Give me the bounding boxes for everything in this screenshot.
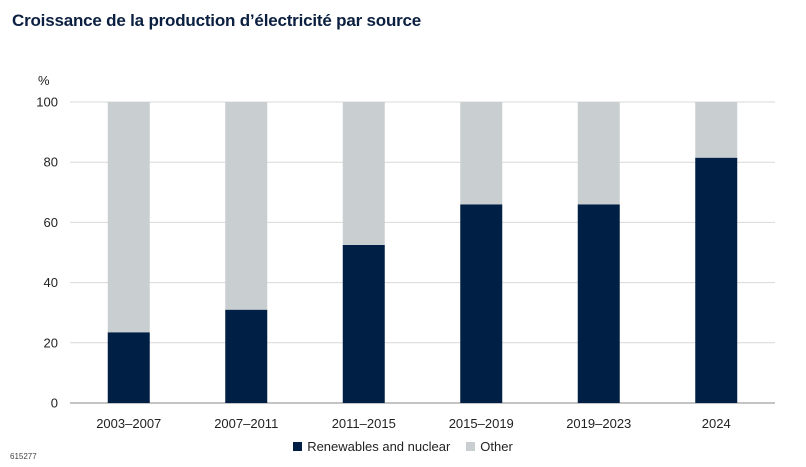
x-axis-ticks: 2003–2007 2007–2011 2011–2015 2015–2019 2019… (96, 416, 731, 431)
bar-other-1 (225, 102, 268, 310)
bars (107, 102, 738, 403)
x-tick-label: 2024 (702, 416, 731, 431)
bar-renewables-0 (107, 332, 150, 403)
bar-renewables-4 (577, 204, 620, 403)
y-axis-ticks: 0 20 40 60 80 100 (36, 95, 58, 411)
legend: Renewables and nuclear Other (0, 439, 806, 454)
legend-label-other: Other (480, 439, 513, 454)
gridlines (70, 101, 775, 404)
figure-id: 615277 (10, 452, 37, 461)
bar-other-5 (695, 102, 738, 158)
legend-swatch-other (466, 442, 476, 451)
bar-other-3 (460, 102, 503, 205)
bar-other-4 (577, 102, 620, 205)
y-tick-label: 80 (44, 155, 58, 170)
y-axis-label: % (38, 73, 50, 88)
legend-item-other: Other (466, 439, 513, 454)
x-tick-label: 2003–2007 (96, 416, 161, 431)
bar-renewables-1 (225, 309, 268, 403)
legend-swatch-renewables (293, 442, 303, 451)
y-tick-label: 40 (44, 275, 58, 290)
legend-item-renewables: Renewables and nuclear (293, 439, 450, 454)
bar-renewables-5 (695, 157, 738, 403)
legend-label-renewables: Renewables and nuclear (307, 439, 451, 454)
x-tick-label: 2019–2023 (566, 416, 631, 431)
x-tick-label: 2011–2015 (332, 416, 396, 431)
y-tick-label: 0 (51, 396, 58, 411)
y-tick-label: 20 (44, 335, 58, 350)
x-tick-label: 2015–2019 (449, 416, 514, 431)
bar-other-0 (107, 102, 150, 333)
y-tick-label: 60 (44, 215, 58, 230)
y-tick-label: 100 (36, 95, 58, 110)
bar-renewables-2 (342, 244, 385, 403)
x-tick-label: 2007–2011 (214, 416, 278, 431)
bar-renewables-3 (460, 204, 503, 403)
bar-other-2 (342, 102, 385, 245)
chart-title: Croissance de la production d’électricit… (12, 11, 422, 30)
